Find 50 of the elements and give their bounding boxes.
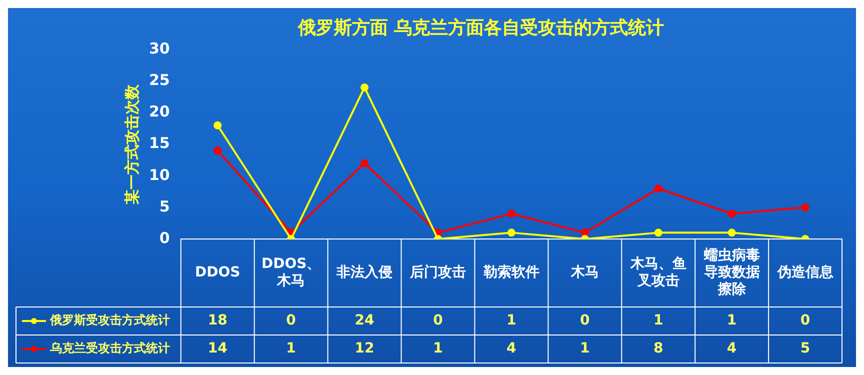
point (507, 210, 516, 218)
point (360, 83, 369, 92)
data-label: 1 (726, 312, 737, 329)
point (360, 159, 369, 168)
data-label: 1 (286, 340, 296, 357)
data-label: 24 (354, 312, 375, 329)
data-label: 12 (354, 340, 374, 357)
data-label: 18 (208, 312, 228, 329)
point (654, 228, 662, 237)
x-tick-label: 非法入侵 (336, 264, 393, 281)
legend-label: 俄罗斯受攻击方式统计 (49, 313, 170, 328)
data-label: 0 (800, 312, 810, 329)
y-tick-label: 25 (149, 71, 170, 90)
y-tick-label: 10 (149, 166, 170, 184)
data-label: 1 (433, 340, 443, 357)
point (801, 203, 810, 212)
data-label: 1 (506, 312, 516, 329)
point (728, 228, 736, 237)
point (654, 184, 662, 192)
point (214, 121, 222, 130)
data-label: 0 (433, 312, 444, 329)
y-tick-label: 15 (149, 134, 170, 152)
data-label: 1 (653, 312, 664, 329)
x-tick-label: 伪造信息 (776, 264, 834, 281)
y-tick-label: 0 (159, 228, 170, 247)
x-tick-label: 后门攻击 (408, 264, 466, 281)
data-label: 8 (653, 340, 664, 357)
data-label: 1 (580, 340, 590, 357)
x-tick-label: DDOS、木马 (261, 256, 321, 290)
data-label: 4 (726, 340, 737, 357)
point (214, 146, 222, 155)
point (728, 210, 736, 218)
x-tick-label: 木马 (570, 264, 599, 281)
y-tick-label: 5 (159, 197, 170, 216)
data-label: 0 (286, 312, 296, 329)
data-label: 5 (800, 340, 810, 357)
y-tick-label: 30 (149, 39, 170, 58)
data-label: 14 (208, 340, 228, 357)
x-tick-label: 勒索软件 (482, 264, 540, 281)
data-label: 0 (580, 312, 590, 329)
x-tick-label: 蠕虫病毒导致数据擦除 (702, 246, 760, 298)
chart-title: 俄罗斯方面 乌克兰方面各自受攻击的方式统计 (296, 17, 664, 38)
point (507, 228, 516, 237)
y-tick-label: 20 (149, 102, 170, 121)
legend-label: 乌克兰受攻击方式统计 (49, 341, 170, 356)
x-tick-label: 木马、鱼叉攻击 (629, 256, 686, 290)
y-axis-title: 某一方式攻击次数 (122, 83, 141, 206)
x-tick-label: DDOS (194, 264, 240, 281)
point (580, 228, 589, 237)
data-label: 4 (506, 340, 517, 357)
